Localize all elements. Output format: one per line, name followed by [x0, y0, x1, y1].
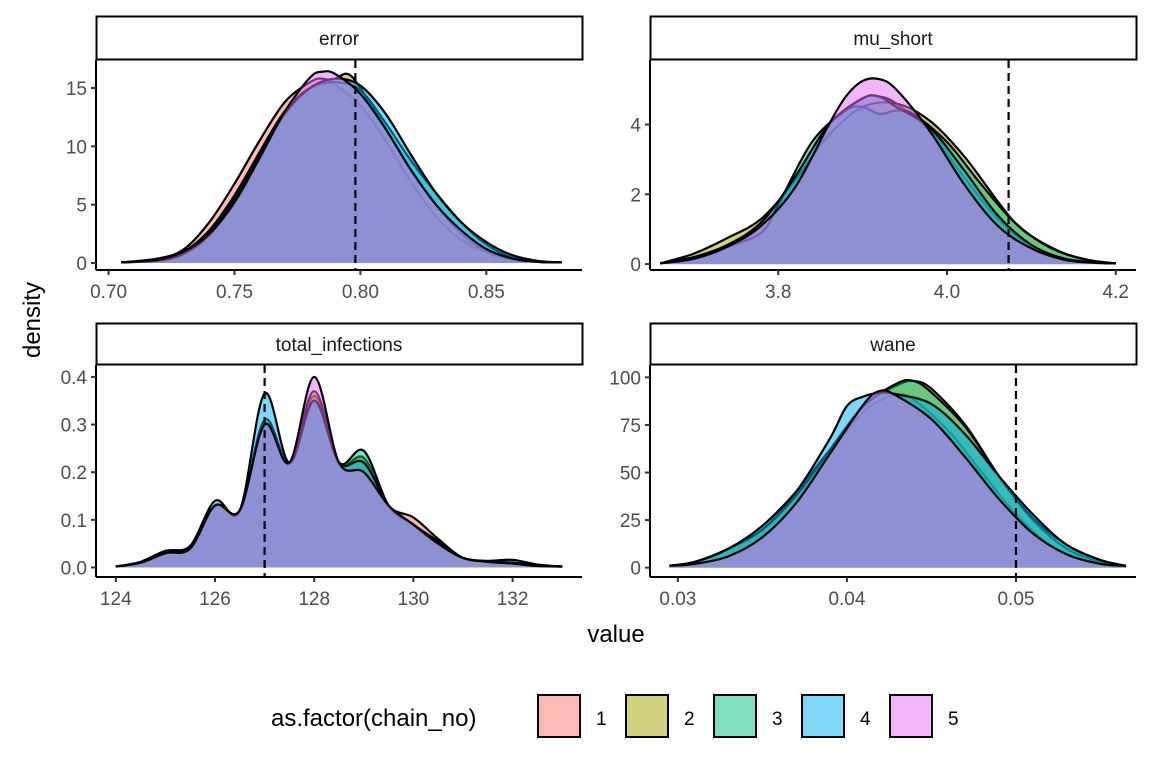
facet-panel-total_infections: total_infections 0.0 0.1 0.2 0.3 0.4 124 126 128…	[61, 322, 584, 610]
y-tick-label: 10	[66, 137, 87, 158]
facet-strip-label: error	[319, 29, 360, 50]
legend-label: 2	[684, 709, 695, 730]
density-line-chain-5	[669, 389, 1126, 567]
facet-panel-error: error 0 5 10 15 0.70 0.75 0.80 0.85	[66, 15, 584, 303]
y-axis-title: density	[19, 282, 46, 358]
x-axis-title: value	[587, 621, 644, 648]
legend-title: as.factor(chain_no)	[271, 705, 476, 732]
x-tick-label: 4.2	[1103, 282, 1129, 303]
legend-label: 1	[596, 709, 607, 730]
y-tick-label: 0.3	[61, 416, 87, 437]
y-tick-label: 4	[630, 116, 641, 137]
y-tick-label: 25	[620, 511, 641, 532]
legend-swatch	[801, 694, 845, 738]
legend-swatch	[625, 694, 669, 738]
y-tick-label: 0	[630, 559, 641, 580]
density-area-chain-5	[669, 390, 1126, 568]
legend-item-5: 5	[889, 694, 959, 738]
facet-strip	[649, 322, 1138, 366]
y-tick-label: 15	[66, 79, 87, 100]
legend-swatch	[713, 694, 757, 738]
x-tick-label: 132	[497, 589, 529, 610]
x-tick-label: 124	[100, 589, 132, 610]
x-tick-label: 126	[199, 589, 231, 610]
facet-strip	[95, 322, 584, 366]
y-tick-label: 0	[630, 255, 641, 276]
x-tick-label: 0.04	[828, 589, 865, 610]
density-area-chain-5	[115, 376, 563, 568]
x-tick-label: 0.85	[468, 282, 505, 303]
legend-item-3: 3	[713, 694, 783, 738]
x-tick-label: 4.0	[934, 282, 960, 303]
legend-item-2: 2	[625, 694, 695, 738]
y-tick-label: 2	[630, 185, 641, 206]
legend-label: 5	[948, 709, 959, 730]
density-line-chain-5	[659, 77, 1116, 265]
y-tick-label: 0	[76, 254, 87, 275]
density-line-chain-5	[121, 70, 562, 264]
y-tick-label: 0.0	[61, 558, 87, 579]
x-tick-label: 0.05	[997, 589, 1034, 610]
density-area-chain-5	[660, 78, 1116, 265]
legend-label: 4	[860, 709, 871, 730]
x-tick-label: 128	[298, 589, 330, 610]
x-tick-label: 0.03	[659, 589, 696, 610]
legend-label: 3	[772, 709, 783, 730]
y-tick-label: 75	[620, 416, 641, 437]
facet-strip-label: total_infections	[276, 335, 403, 356]
y-tick-label: 0.4	[61, 368, 88, 389]
x-tick-label: 0.75	[216, 282, 253, 303]
facet-strip-label: wane	[869, 335, 915, 356]
legend-swatch	[889, 694, 933, 738]
y-tick-label: 100	[609, 368, 641, 389]
x-tick-label: 3.8	[765, 282, 791, 303]
legend-item-1: 1	[537, 694, 607, 738]
legend: as.factor(chain_no) 1 2 3 4 5	[271, 694, 959, 738]
facet-panel-mu_short: mu_short 0 2 4 3.8 4.0 4.2	[630, 15, 1138, 303]
density-area-chain-5	[121, 71, 562, 263]
facet-strip	[95, 15, 584, 61]
y-tick-label: 0.2	[61, 463, 87, 484]
x-tick-label: 0.80	[342, 282, 379, 303]
x-tick-label: 0.70	[90, 282, 127, 303]
legend-item-4: 4	[801, 694, 871, 738]
density-line-chain-5	[115, 375, 563, 568]
facet-strip	[649, 15, 1138, 61]
y-tick-label: 0.1	[61, 511, 87, 532]
y-tick-label: 5	[76, 196, 87, 217]
legend-swatch	[537, 694, 581, 738]
facet-strip-label: mu_short	[853, 29, 933, 50]
facet-panel-wane: wane 0 25 50 75 100 0.03 0.04 0.05	[609, 322, 1138, 610]
x-tick-label: 130	[398, 589, 430, 610]
y-tick-label: 50	[620, 464, 641, 485]
